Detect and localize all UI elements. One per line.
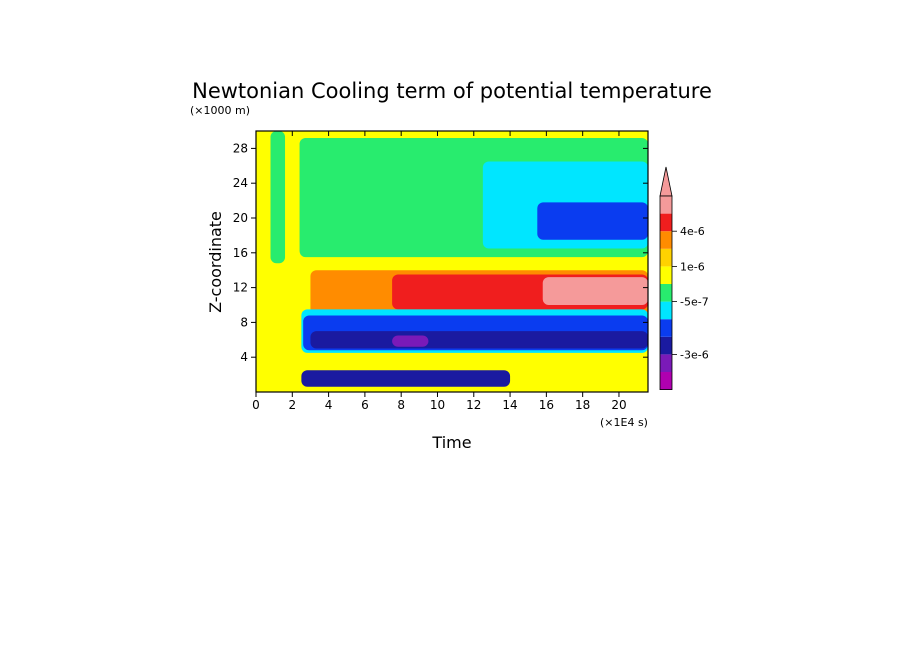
colorbar-box--4e-6: [660, 354, 672, 372]
chart-title: Newtonian Cooling term of potential temp…: [192, 79, 712, 103]
colorbar-box--3e-6: [660, 336, 672, 355]
colorbar-label: 4e-6: [680, 225, 705, 238]
y-tick-label: 12: [233, 281, 248, 295]
y-tick-label: 28: [233, 141, 248, 155]
x-axis-label: Time: [431, 433, 471, 452]
contour-region-purple-core: [392, 335, 429, 347]
colorbar-box-0: [660, 266, 672, 284]
x-tick-label: 4: [325, 398, 333, 412]
colorbar-label: -3e-6: [680, 348, 709, 361]
colorbar-label: 1e-6: [680, 260, 705, 273]
y-tick-label: 8: [240, 315, 248, 329]
y-tick-label: 24: [233, 176, 248, 190]
contour-region-pink-core: [542, 277, 648, 305]
x-tick-label: 16: [539, 398, 554, 412]
x-tick-label: 0: [252, 398, 260, 412]
x-tick-label: 8: [397, 398, 405, 412]
colorbar-frame: [659, 195, 673, 391]
y-axis: 4 8 12 16 20 24 28: [233, 141, 648, 364]
y-axis-label: Z-coordinate: [206, 211, 225, 313]
x-axis-unit: (×1E4 s): [600, 416, 648, 429]
x-tick-label: 10: [430, 398, 445, 412]
colorbar-label: -5e-7: [680, 296, 709, 309]
y-tick-label: 4: [240, 350, 248, 364]
colorbar-box--2e-6: [660, 319, 672, 337]
colorbar-box--1e-6: [660, 301, 672, 320]
plot-frame: [255, 130, 649, 393]
colorbar-arrow: [659, 166, 673, 197]
colorbar-box-4e-6: [660, 213, 672, 232]
y-tick-label: 20: [233, 211, 248, 225]
colorbar-box-1e-6: [660, 248, 672, 267]
contour-region-upper-green-left: [270, 131, 286, 264]
colorbar-box-lt-4e-6: [660, 372, 672, 390]
colorbar-box-2e-6: [660, 231, 672, 249]
x-tick-label: 14: [502, 398, 517, 412]
colorbar-box-gt-4e-6: [660, 196, 672, 214]
contour-region-lower-navy: [310, 331, 648, 349]
x-tick-label: 20: [611, 398, 626, 412]
y-axis-unit: (×1000 m): [190, 104, 250, 117]
x-tick-label: 18: [575, 398, 590, 412]
colorbar: 4e-6 1e-6 -5e-7 -3e-6: [659, 166, 709, 391]
y-tick-label: 16: [233, 246, 248, 260]
x-tick-label: 2: [288, 398, 296, 412]
x-axis: 0 2 4 6 8 10 12 14 16 18 20: [252, 131, 627, 412]
plot-area: [256, 131, 648, 392]
contour-region-upper-blue: [537, 202, 648, 240]
x-tick-label: 12: [466, 398, 481, 412]
colorbar-box--5e-7: [660, 284, 672, 302]
contour-region-bottom-navy: [301, 370, 511, 387]
x-tick-label: 6: [361, 398, 369, 412]
